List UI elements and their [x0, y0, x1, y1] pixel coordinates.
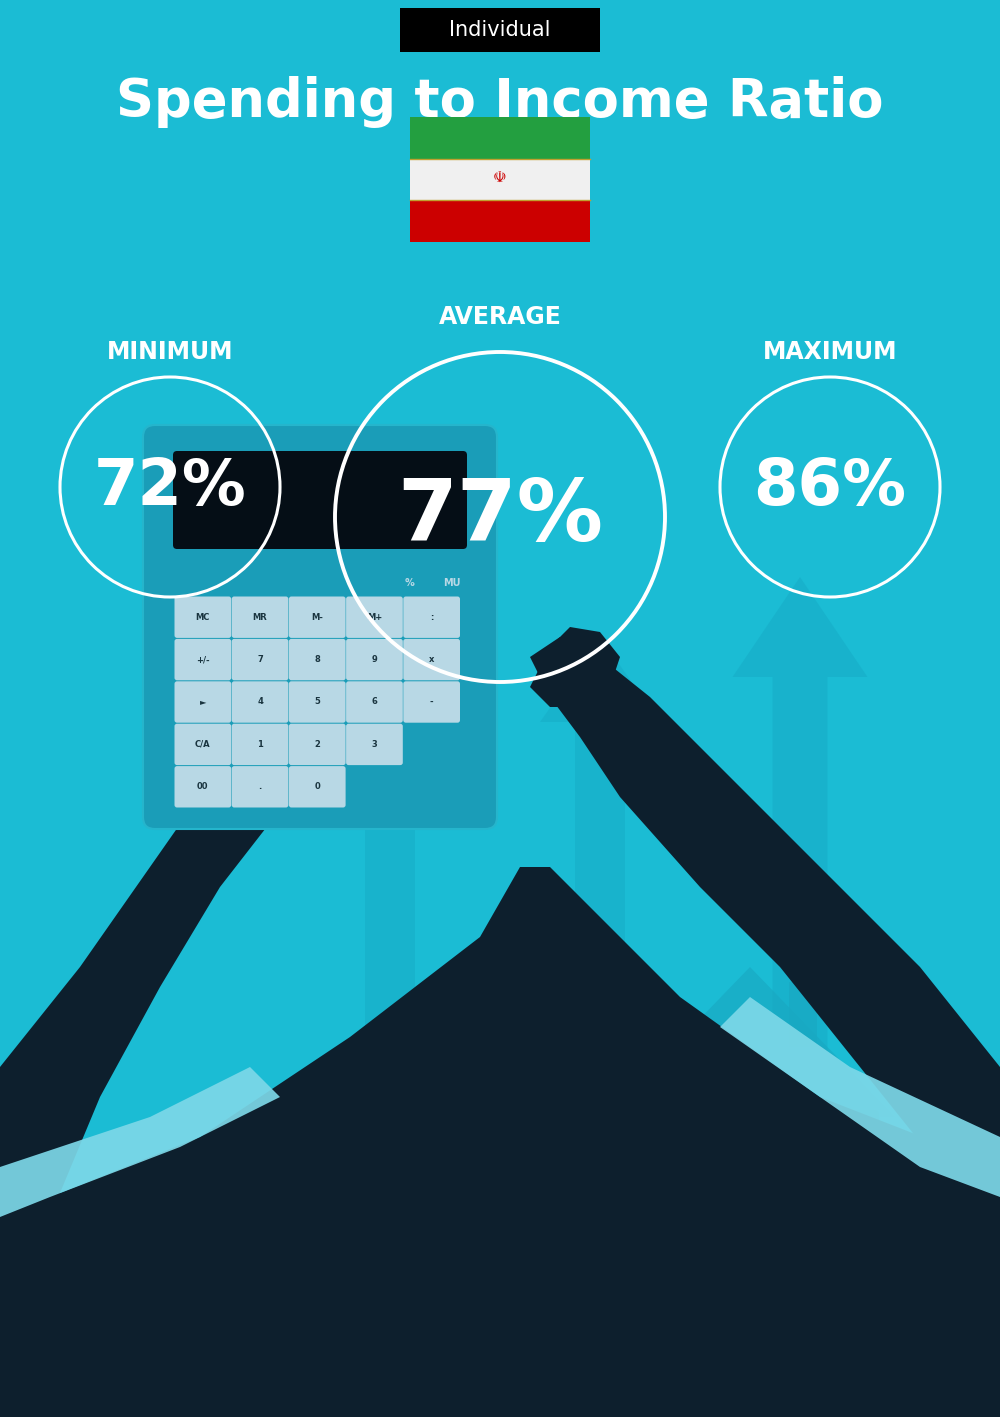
FancyBboxPatch shape: [725, 1278, 835, 1299]
Text: .: .: [258, 782, 262, 791]
Text: 2: 2: [314, 740, 320, 750]
Text: 1: 1: [257, 740, 263, 750]
Circle shape: [777, 1139, 933, 1295]
Polygon shape: [530, 638, 1000, 1267]
Text: ☫: ☫: [493, 170, 507, 186]
Text: ►: ►: [200, 697, 206, 707]
Polygon shape: [0, 867, 1000, 1417]
Polygon shape: [0, 1067, 280, 1217]
FancyBboxPatch shape: [730, 1272, 840, 1294]
FancyBboxPatch shape: [715, 1289, 825, 1312]
FancyBboxPatch shape: [825, 1192, 855, 1247]
FancyBboxPatch shape: [410, 159, 590, 200]
FancyBboxPatch shape: [175, 597, 231, 638]
FancyBboxPatch shape: [143, 425, 497, 829]
Text: 3: 3: [372, 740, 377, 750]
Text: 86%: 86%: [754, 456, 907, 519]
Text: MR: MR: [253, 612, 267, 622]
FancyBboxPatch shape: [400, 9, 600, 52]
FancyBboxPatch shape: [232, 724, 288, 765]
Text: -: -: [430, 697, 433, 707]
Text: AVERAGE: AVERAGE: [439, 305, 561, 329]
Text: x: x: [429, 655, 434, 665]
Polygon shape: [540, 638, 660, 1067]
FancyBboxPatch shape: [173, 451, 467, 548]
Text: :: :: [430, 612, 433, 622]
Text: $: $: [747, 1168, 763, 1187]
Text: MAXIMUM: MAXIMUM: [763, 340, 897, 364]
Text: M-: M-: [311, 612, 323, 622]
Text: Iran: Iran: [465, 154, 535, 188]
Text: 8: 8: [314, 655, 320, 665]
FancyBboxPatch shape: [720, 1284, 830, 1306]
Polygon shape: [280, 632, 450, 727]
FancyBboxPatch shape: [232, 639, 288, 680]
Text: 4: 4: [257, 697, 263, 707]
FancyBboxPatch shape: [232, 767, 288, 808]
FancyBboxPatch shape: [735, 1265, 845, 1288]
FancyBboxPatch shape: [620, 1117, 880, 1297]
FancyBboxPatch shape: [175, 724, 231, 765]
FancyBboxPatch shape: [289, 682, 346, 723]
FancyBboxPatch shape: [403, 597, 460, 638]
Polygon shape: [732, 577, 868, 1117]
Polygon shape: [605, 966, 895, 1117]
FancyBboxPatch shape: [410, 200, 590, 242]
FancyBboxPatch shape: [346, 597, 403, 638]
Text: MC: MC: [196, 612, 210, 622]
FancyBboxPatch shape: [289, 767, 346, 808]
FancyBboxPatch shape: [289, 597, 346, 638]
FancyBboxPatch shape: [403, 639, 460, 680]
Text: MINIMUM: MINIMUM: [107, 340, 233, 364]
FancyBboxPatch shape: [175, 767, 231, 808]
Text: Individual: Individual: [449, 20, 551, 40]
FancyBboxPatch shape: [789, 982, 817, 1047]
Text: MU: MU: [443, 578, 461, 588]
FancyBboxPatch shape: [289, 724, 346, 765]
FancyBboxPatch shape: [346, 724, 403, 765]
Polygon shape: [0, 648, 430, 1297]
Text: M+: M+: [367, 612, 382, 622]
Text: 9: 9: [372, 655, 377, 665]
Text: 0: 0: [314, 782, 320, 791]
FancyBboxPatch shape: [175, 639, 231, 680]
Text: 72%: 72%: [94, 456, 246, 519]
Text: 6: 6: [372, 697, 377, 707]
Polygon shape: [720, 998, 1000, 1197]
Text: C/A: C/A: [195, 740, 211, 750]
Text: Spending to Income Ratio: Spending to Income Ratio: [116, 77, 884, 128]
FancyBboxPatch shape: [728, 1231, 772, 1297]
Text: $: $: [842, 1197, 869, 1236]
FancyBboxPatch shape: [175, 682, 231, 723]
FancyBboxPatch shape: [403, 682, 460, 723]
Text: %: %: [405, 578, 415, 588]
Text: 77%: 77%: [397, 476, 603, 558]
Circle shape: [703, 1125, 807, 1229]
FancyBboxPatch shape: [289, 639, 346, 680]
FancyBboxPatch shape: [346, 682, 403, 723]
FancyBboxPatch shape: [232, 682, 288, 723]
FancyBboxPatch shape: [346, 639, 403, 680]
FancyBboxPatch shape: [232, 597, 288, 638]
FancyBboxPatch shape: [410, 118, 590, 159]
Text: 00: 00: [197, 782, 209, 791]
Text: +/-: +/-: [196, 655, 210, 665]
Text: 5: 5: [314, 697, 320, 707]
FancyBboxPatch shape: [645, 1192, 675, 1247]
Text: 7: 7: [257, 655, 263, 665]
Polygon shape: [330, 657, 450, 1097]
FancyBboxPatch shape: [831, 1110, 879, 1146]
Polygon shape: [530, 626, 620, 707]
